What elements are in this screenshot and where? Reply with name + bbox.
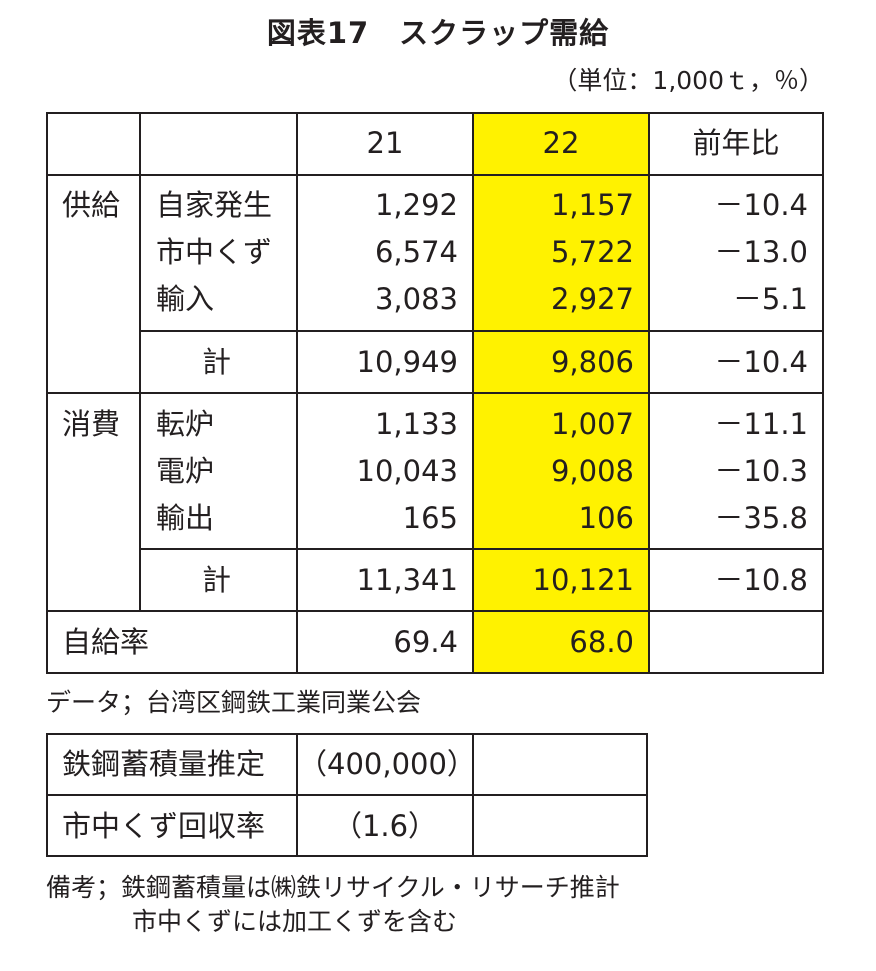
row-label: 自家発生 [156,188,273,222]
total-v21: 11,341 [356,563,458,597]
steel-stock-table: 鉄鋼蓄積量推定 （400,000） 市中くず回収率 （1.6） [46,733,648,857]
total-v22: 9,806 [550,345,634,379]
row-label: 転炉 [156,407,215,441]
notes: 備考；鉄鋼蓄積量は㈱鉄リサイクル・リサーチ推計 市中くずには加工くずを含む [46,871,620,939]
total-v21: 10,949 [356,345,458,379]
cell-v21: 1,292 [374,188,458,222]
header-col-21: 21 [366,126,404,160]
cell-v21: 3,083 [374,282,458,316]
header-col-yoy: 前年比 [692,126,780,160]
cell-v22: 5,722 [550,235,634,269]
cell-yoy: －10.4 [714,188,808,222]
sub-row-label: 市中くず回収率 [62,809,266,843]
self-sufficiency-label: 自給率 [62,625,150,659]
cell-yoy: －5.1 [732,282,808,316]
cell-v22: 1,007 [550,407,634,441]
scrap-supply-demand-table: 21 22 前年比 供給 自家発生 1,292 1,157 －10.4 市中くず… [46,112,824,674]
cell-v22: 106 [578,501,634,535]
row-label: 輸入 [156,282,215,316]
self-sufficiency-v22: 68.0 [569,625,634,659]
total-yoy: －10.8 [714,563,808,597]
self-sufficiency-v21: 69.4 [393,625,458,659]
total-label: 計 [202,563,232,597]
cell-v22: 2,927 [550,282,634,316]
sub-row-value: （1.6） [332,809,438,843]
cell-v21: 10,043 [356,454,458,488]
sub-row-label: 鉄鋼蓄積量推定 [62,747,266,781]
total-yoy: －10.4 [714,345,808,379]
cell-yoy: －10.3 [714,454,808,488]
row-label: 電炉 [156,454,215,488]
cell-yoy: －11.1 [714,407,808,441]
cell-yoy: －35.8 [714,501,808,535]
header-col-22: 22 [542,126,580,160]
sub-row-value: （400,000） [298,747,476,781]
cell-v22: 9,008 [550,454,634,488]
row-label: 市中くず [156,235,273,269]
data-source: データ；台湾区鋼鉄工業同業公会 [46,688,422,717]
note-line-2: 市中くずには加工くずを含む [132,907,458,936]
table-title: 図表17 スクラップ需給 [266,16,610,50]
cell-v22: 1,157 [550,188,634,222]
cell-v21: 1,133 [374,407,458,441]
cell-v21: 165 [402,501,458,535]
note-line-1: 備考；鉄鋼蓄積量は㈱鉄リサイクル・リサーチ推計 [46,873,620,902]
total-label: 計 [202,345,232,379]
group-label-consumption: 消費 [62,407,121,441]
row-label: 輸出 [156,501,215,535]
cell-v21: 6,574 [374,235,458,269]
group-label-supply: 供給 [62,188,121,222]
cell-yoy: －13.0 [714,235,808,269]
unit-label: （単位：1,000ｔ，％） [552,66,824,95]
total-v22: 10,121 [532,563,634,597]
